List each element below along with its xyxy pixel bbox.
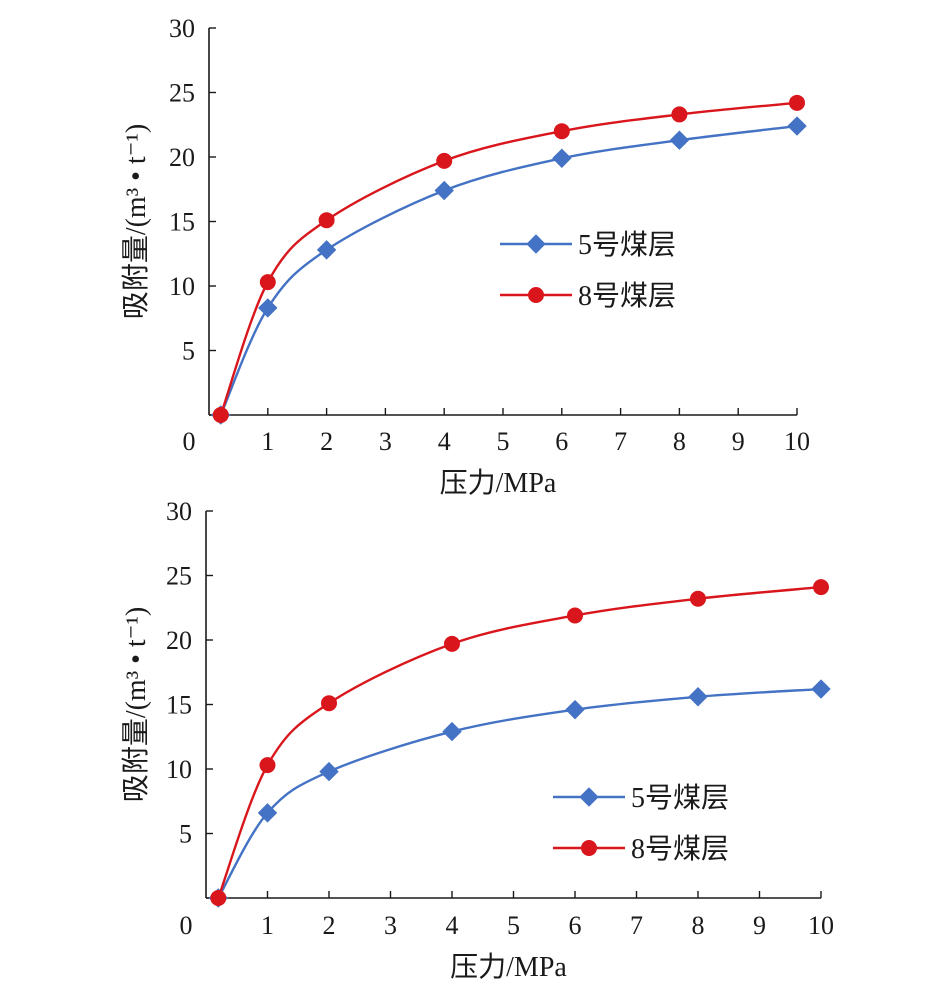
chart-panel-bottom: 5 10 15 20 25 30 0 1 2 3 4 5 6 7 8 9 10 压力/MPa 吸附量/(m³ • t… <box>120 497 834 983</box>
x-tick-label: 7 <box>630 911 643 940</box>
y-tick-label: 20 <box>166 626 192 655</box>
x-tick-label: 4 <box>446 911 459 940</box>
data-point-series-2 <box>259 274 276 291</box>
x-tick-label: 3 <box>384 911 397 940</box>
data-point-series-1 <box>787 116 807 136</box>
legend-swatch-marker <box>581 840 597 856</box>
x-tick-label: 8 <box>692 911 705 940</box>
x-tick-label: 2 <box>323 911 336 940</box>
x-tick-label: 10 <box>784 427 810 456</box>
data-point-series-2 <box>210 890 227 906</box>
legend-label: 8号煤层 <box>631 833 729 865</box>
data-point-series-1 <box>442 721 462 742</box>
legend-swatch-marker <box>579 787 599 807</box>
y-tick-label: 15 <box>166 691 192 720</box>
x-tick-label: 1 <box>261 427 274 456</box>
y-tick-label: 20 <box>169 143 195 172</box>
x-tick-label: 1 <box>261 911 274 940</box>
data-point-series-2 <box>813 579 829 596</box>
legend-swatch-marker <box>526 234 546 254</box>
x-tick-label: 2 <box>320 427 333 456</box>
legend-label: 5号煤层 <box>578 229 676 261</box>
data-point-series-1 <box>319 761 339 782</box>
data-point-series-2 <box>553 123 570 140</box>
data-point-series-1 <box>669 130 690 150</box>
series-line-1 <box>219 124 798 416</box>
legend: 5号煤层 8号煤层 <box>553 782 729 865</box>
x-tick-label: 10 <box>808 911 834 940</box>
x-tick-label: 5 <box>507 911 520 940</box>
x-tick-label: 6 <box>555 427 568 456</box>
x-tick-label: 3 <box>379 427 392 456</box>
series-line-2 <box>219 101 798 416</box>
x-tick-label: 7 <box>614 427 627 456</box>
x-tick-label: 6 <box>569 911 582 940</box>
chart-panel-top: 5 10 15 20 25 30 0 1 2 3 4 5 6 7 8 9 10 压力/MPa 吸附量/(m³ • t… <box>120 14 810 499</box>
y-tick-label: 10 <box>169 272 195 301</box>
legend-label: 8号煤层 <box>578 280 676 312</box>
data-point-series-2 <box>671 106 688 123</box>
legend-swatch-marker <box>528 287 544 303</box>
data-point-series-1 <box>552 148 572 168</box>
data-point-series-2 <box>567 607 583 624</box>
y-tick-label: 10 <box>166 755 192 784</box>
data-point-series-2 <box>690 590 706 607</box>
x-tick-label: 5 <box>497 427 510 456</box>
data-point-series-1 <box>258 298 278 318</box>
legend: 5号煤层 8号煤层 <box>500 229 676 312</box>
series-line-1 <box>217 687 822 899</box>
x-tick-label: 0 <box>180 911 193 940</box>
data-point-series-2 <box>789 94 805 111</box>
y-tick-label: 30 <box>166 497 192 526</box>
y-tick-label: 5 <box>182 337 195 366</box>
data-point-series-1 <box>257 803 278 823</box>
x-axis-title: 压力/MPa <box>450 951 567 983</box>
legend-label: 5号煤层 <box>631 782 729 814</box>
x-tick-label: 8 <box>673 427 686 456</box>
y-tick-label: 25 <box>169 79 195 108</box>
y-tick-label: 25 <box>166 562 192 591</box>
data-point-series-2 <box>212 407 229 423</box>
y-tick-label: 5 <box>179 820 192 849</box>
data-point-series-2 <box>444 635 460 652</box>
x-tick-label: 9 <box>753 911 766 940</box>
x-tick-label: 9 <box>732 427 745 456</box>
x-axis-title: 压力/MPa <box>440 467 557 499</box>
data-point-series-2 <box>321 695 337 712</box>
y-tick-label: 30 <box>169 14 195 43</box>
data-point-series-1 <box>811 679 831 699</box>
x-tick-label: 0 <box>183 427 196 456</box>
data-point-series-2 <box>436 152 453 169</box>
series-line-2 <box>217 585 822 899</box>
data-point-series-1 <box>688 687 708 707</box>
y-axis-title: 吸附量/(m³ • t⁻¹) <box>120 124 152 319</box>
data-point-series-2 <box>318 212 335 229</box>
data-point-series-1 <box>565 699 585 720</box>
data-point-series-1 <box>316 240 337 260</box>
y-tick-label: 15 <box>169 208 195 237</box>
x-tick-label: 4 <box>438 427 451 456</box>
data-point-series-2 <box>259 757 276 774</box>
data-point-series-1 <box>434 180 454 201</box>
y-axis-title: 吸附量/(m³ • t⁻¹) <box>120 607 152 802</box>
